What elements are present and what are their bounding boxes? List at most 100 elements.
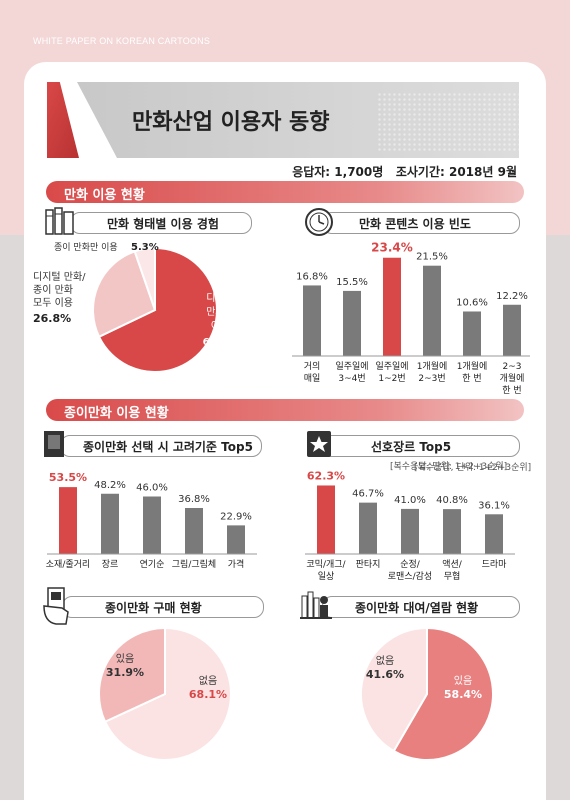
pie-value-digital: 67.9% [203, 337, 238, 348]
genre-note: [복수응답, 단위: 1+2+3순위] [414, 463, 532, 473]
pie-label-paper: 종이 만화만 이용 [54, 242, 118, 253]
world-map-dots [377, 92, 519, 152]
pie-slice [133, 246, 156, 311]
bar [303, 285, 321, 356]
subhead-format: 만화 형태별 이용 경험 [70, 212, 252, 234]
bar-category-label: 가격 [228, 558, 245, 570]
page-title: 만화산업 이용자 동향 [132, 110, 330, 135]
bar-value-label: 36.8% [178, 494, 210, 505]
bar-value-label: 36.1% [478, 500, 510, 511]
bar [317, 485, 335, 554]
bar-category-label: 무협 [444, 570, 461, 582]
bar-category-label: 매일 [304, 373, 321, 384]
subhead-frequency-title: 만화 콘텐츠 이용 빈도 [359, 217, 471, 231]
subhead-purchase: 종이만화 구매 현황 [62, 596, 264, 618]
bar-category-label: 한 번 [462, 373, 481, 384]
survey-period-text: 조사기간: 2018년 9월 [395, 165, 517, 179]
bar-category-label: 연기순 [140, 559, 165, 570]
title-red-accent [47, 82, 79, 158]
pie-label-no: 없음 [199, 674, 217, 687]
bar-category-label: 순정/ [400, 559, 421, 570]
pie-value-no: 68.1% [189, 688, 227, 701]
bar-category-label: 액션/ [442, 558, 463, 570]
bar [423, 265, 441, 356]
bar [443, 509, 461, 554]
bar-value-label: 48.2% [94, 480, 126, 491]
pie-slice [103, 626, 232, 761]
bar-category-label: 거의 [304, 361, 321, 372]
books-icon [45, 207, 74, 235]
bar [227, 525, 245, 554]
section-title-paper-usage: 종이만화 이용 현황 [64, 406, 169, 421]
bar-category-label: 한 번 [502, 385, 521, 396]
chart-frequency-bars: 16.8%거의매일15.5%일주일에3~4번23.4%일주일에1~2번21.5%… [292, 241, 530, 396]
bar [463, 311, 481, 356]
bar [503, 304, 521, 356]
bar-value-label: 62.3% [307, 470, 345, 482]
bar-value-label: 41.0% [394, 495, 426, 506]
pie-label-digital: 디지털 [206, 292, 234, 304]
bar-category-label: 드라마 [482, 559, 508, 570]
pie-value-yes: 58.4% [444, 688, 482, 701]
pie-label-digital: 만화만 [206, 306, 234, 318]
subhead-rental-title: 종이만화 대여/열람 현황 [355, 601, 479, 615]
chart-genre-bars: 62.3% 코믹/개그/일상 46.7% 판타지 41.0% 순정/로맨스/감성 40.8%… [305, 470, 515, 582]
bar-value-label: 23.4% [371, 241, 413, 255]
bar-category-label: 코믹/개그/ [306, 558, 346, 570]
subhead-genre-title: 선호장르 Top5 [371, 440, 452, 454]
pie-value-both: 26.8% [33, 312, 71, 325]
bar [485, 514, 503, 554]
subhead-genre: 선호장르 Top5 [322, 435, 520, 457]
bar-category-label: 그림/그림체 [172, 558, 216, 570]
pie-label-both: 디지털 만화/ [33, 271, 86, 283]
bar-category-label: 3~4번 [338, 373, 365, 384]
bar-value-label: 21.5% [416, 252, 448, 263]
pie-slice [98, 626, 166, 724]
bookshelf-icon [300, 591, 332, 619]
bar-value-label: 53.5% [49, 471, 87, 484]
pie-value-paper: 5.3% [131, 242, 159, 253]
bar-value-label: 10.6% [456, 297, 488, 308]
subhead-frequency: 만화 콘텐츠 이용 빈도 [322, 212, 520, 234]
pie-value-yes: 31.9% [106, 666, 144, 679]
pie-label-both: 종이 만화 [33, 284, 73, 296]
pie-slice [360, 626, 428, 753]
bar-category-label: 1~2번 [378, 373, 405, 384]
bar-category-label: 장르 [102, 559, 119, 570]
subhead-criteria: 종이만화 선택 시 고려기준 Top5 [60, 435, 262, 457]
bar-category-label: 로맨스/감성 [388, 570, 432, 582]
bar-value-label: 46.7% [352, 489, 384, 500]
survey-info: 응답자: 1,700명 조사기간: 2018년 9월 [292, 163, 517, 180]
bar [383, 257, 401, 356]
pie-value-no: 41.6% [366, 668, 404, 681]
pie-slice [392, 626, 494, 761]
pie-label-no: 없음 [376, 654, 394, 667]
section-header-paper-usage: 종이만화 이용 현황 [46, 399, 524, 421]
bar-category-label: 1개월에 [417, 360, 448, 372]
bar [343, 290, 361, 356]
bar-value-label: 22.9% [220, 511, 252, 522]
book-icon [44, 431, 64, 457]
bar-category-label: 2~3 [503, 362, 522, 372]
bar-category-label: 일주일에 [375, 361, 408, 372]
bar-category-label: 2~3번 [418, 373, 445, 384]
subhead-criteria-title: 종이만화 선택 시 고려기준 Top5 [83, 440, 253, 454]
pie-label-digital: 이용 [211, 320, 229, 332]
bar-value-label: 16.8% [296, 271, 328, 282]
bar [101, 493, 119, 554]
pie-slice [92, 250, 157, 339]
bar-category-label: 개월에 [500, 372, 525, 384]
section-title-usage: 만화 이용 현황 [64, 188, 145, 203]
subhead-rental: 종이만화 대여/열람 현황 [322, 596, 520, 618]
bar-category-label: 판타지 [356, 559, 381, 570]
pie-slice [97, 246, 218, 373]
star-icon [307, 431, 331, 457]
bar-category-label: 일주일에 [335, 361, 368, 372]
bar-category-label: 일상 [318, 571, 335, 582]
bar-value-label: 46.0% [136, 483, 168, 494]
bar-value-label: 15.5% [336, 277, 368, 288]
series-header: WHITE PAPER ON KOREAN CARTOONS [33, 36, 211, 46]
